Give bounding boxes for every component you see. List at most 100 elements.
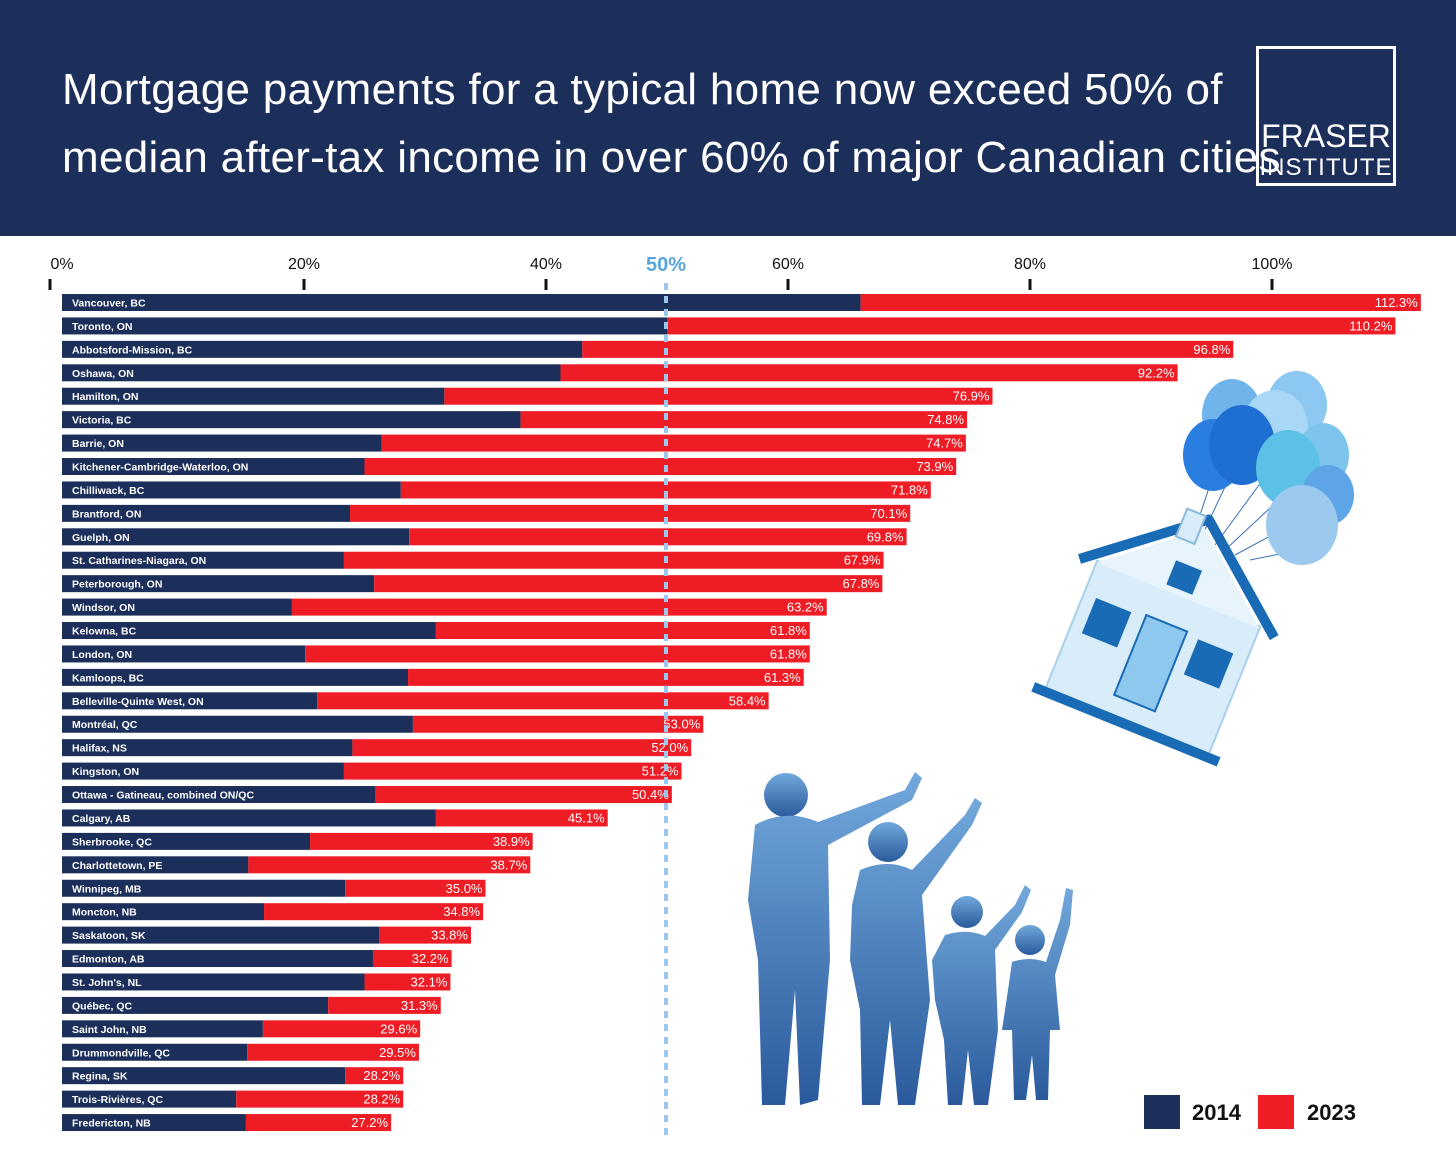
bar-2023 — [305, 645, 810, 663]
bar-2023 — [291, 598, 827, 616]
reference-line-group: 50% — [646, 254, 686, 1140]
bar-row: Winnipeg, MB 35.0% — [62, 879, 486, 897]
category-label: Brantford, ON — [72, 508, 141, 520]
bar-row: Moncton, NB 34.8% — [62, 903, 484, 921]
bar-2023 — [379, 926, 471, 944]
bar-2023 — [264, 903, 484, 921]
title-line-1: Mortgage payments for a typical home now… — [62, 65, 1223, 114]
floating-house-illustration — [1031, 507, 1279, 767]
category-label: Calgary, AB — [72, 813, 131, 825]
value-label: 73.9% — [916, 459, 953, 474]
bar-2023 — [412, 715, 704, 733]
value-label: 32.1% — [411, 974, 448, 989]
bar-2023 — [352, 739, 692, 757]
category-label: Barrie, ON — [72, 438, 124, 450]
bar-row: Fredericton, NB 27.2% — [62, 1114, 392, 1132]
value-label: 96.8% — [1193, 342, 1230, 357]
bar-2014 — [62, 809, 436, 827]
bar-2014 — [62, 575, 375, 593]
value-label: 45.1% — [568, 810, 605, 825]
category-label: Saskatoon, SK — [72, 930, 146, 942]
bar-row: London, ON 61.8% — [62, 645, 810, 663]
x-tick-mark-100 — [1270, 279, 1274, 290]
bar-2014 — [62, 504, 350, 522]
category-label: Trois-Rivières, QC — [72, 1094, 163, 1106]
category-label: Edmonton, AB — [72, 954, 145, 966]
bar-2023 — [372, 950, 452, 968]
bar-row: St. Catharines-Niagara, ON 67.9% — [62, 551, 884, 569]
value-label: 31.3% — [401, 998, 438, 1013]
bar-2023 — [236, 1090, 404, 1108]
bar-2023 — [364, 973, 451, 991]
family-silhouette-illustration — [748, 772, 1073, 1105]
bar-2023 — [381, 434, 966, 452]
bar-2014 — [62, 528, 410, 546]
category-label: Kingston, ON — [72, 766, 139, 778]
category-label: Moncton, NB — [72, 907, 137, 919]
bar-2023 — [408, 668, 804, 686]
category-label: Drummondville, QC — [72, 1047, 170, 1059]
bar-row: Chilliwack, BC 71.8% — [62, 481, 931, 499]
x-tick-mark-80 — [1028, 279, 1032, 290]
value-label: 67.9% — [844, 553, 881, 568]
value-label: 61.8% — [770, 646, 807, 661]
x-axis: 0% 20% 40% 60% 80% 100% — [48, 256, 1292, 290]
bar-2014 — [62, 598, 292, 616]
bar-2014 — [62, 551, 344, 569]
bar-row: Kitchener-Cambridge-Waterloo, ON 73.9% — [62, 458, 957, 476]
reference-line-label: 50% — [646, 254, 686, 276]
x-tick-label-20: 20% — [288, 256, 320, 273]
value-label: 34.8% — [443, 904, 480, 919]
category-label: Sherbrooke, QC — [72, 836, 152, 848]
value-label: 33.8% — [431, 928, 468, 943]
value-label: 32.2% — [412, 951, 449, 966]
value-label: 28.2% — [363, 1092, 400, 1107]
bar-2014 — [62, 364, 561, 382]
value-label: 74.8% — [927, 412, 964, 427]
bar-row: Halifax, NS 52.0% — [62, 739, 692, 757]
bar-2023 — [374, 575, 883, 593]
x-tick-label-60: 60% — [772, 256, 804, 273]
bar-2023 — [435, 809, 608, 827]
bar-2023 — [400, 481, 931, 499]
bar-2023 — [435, 622, 810, 640]
value-label: 53.0% — [663, 717, 700, 732]
bar-2014 — [62, 879, 346, 897]
bar-2014 — [62, 1067, 346, 1085]
bar-2023 — [317, 692, 769, 710]
bar-2014 — [62, 786, 376, 804]
value-label: 58.4% — [729, 693, 766, 708]
category-label: Kitchener-Cambridge-Waterloo, ON — [72, 462, 248, 474]
fraser-institute-logo: FRASER INSTITUTE — [1256, 46, 1396, 186]
value-label: 28.2% — [363, 1068, 400, 1083]
bar-2023 — [582, 340, 1234, 358]
category-label: Hamilton, ON — [72, 391, 139, 403]
category-label: Abbotsford-Mission, BC — [72, 344, 193, 356]
bar-row: Windsor, ON 63.2% — [62, 598, 827, 616]
bar-2014 — [62, 715, 413, 733]
x-tick-mark-0 — [48, 279, 52, 290]
bar-row: Edmonton, AB 32.2% — [62, 950, 452, 968]
category-label: Belleville-Quinte West, ON — [72, 696, 204, 708]
bar-2014 — [62, 1020, 263, 1038]
category-label: Charlottetown, PE — [72, 860, 162, 872]
bar-2023 — [364, 458, 957, 476]
value-label: 76.9% — [953, 389, 990, 404]
bar-row: St. John's, NL 32.1% — [62, 973, 451, 991]
value-label: 63.2% — [787, 600, 824, 615]
category-label: Winnipeg, MB — [72, 883, 142, 895]
bar-row: Kingston, ON 51.2% — [62, 762, 682, 780]
legend-label-2023: 2023 — [1307, 1100, 1356, 1125]
value-label: 52.0% — [651, 740, 688, 755]
bar-2014 — [62, 317, 667, 335]
bar-row: Ottawa - Gatineau, combined ON/QC 50.4% — [62, 786, 672, 804]
value-label: 38.9% — [493, 834, 530, 849]
bar-2023 — [262, 1020, 421, 1038]
value-label: 110.2% — [1349, 318, 1393, 333]
x-tick-label-0: 0% — [50, 256, 73, 273]
bar-2014 — [62, 692, 318, 710]
bar-2014 — [62, 622, 436, 640]
value-label: 29.6% — [380, 1021, 417, 1036]
bar-2014 — [62, 996, 329, 1014]
bar-2014 — [62, 762, 344, 780]
